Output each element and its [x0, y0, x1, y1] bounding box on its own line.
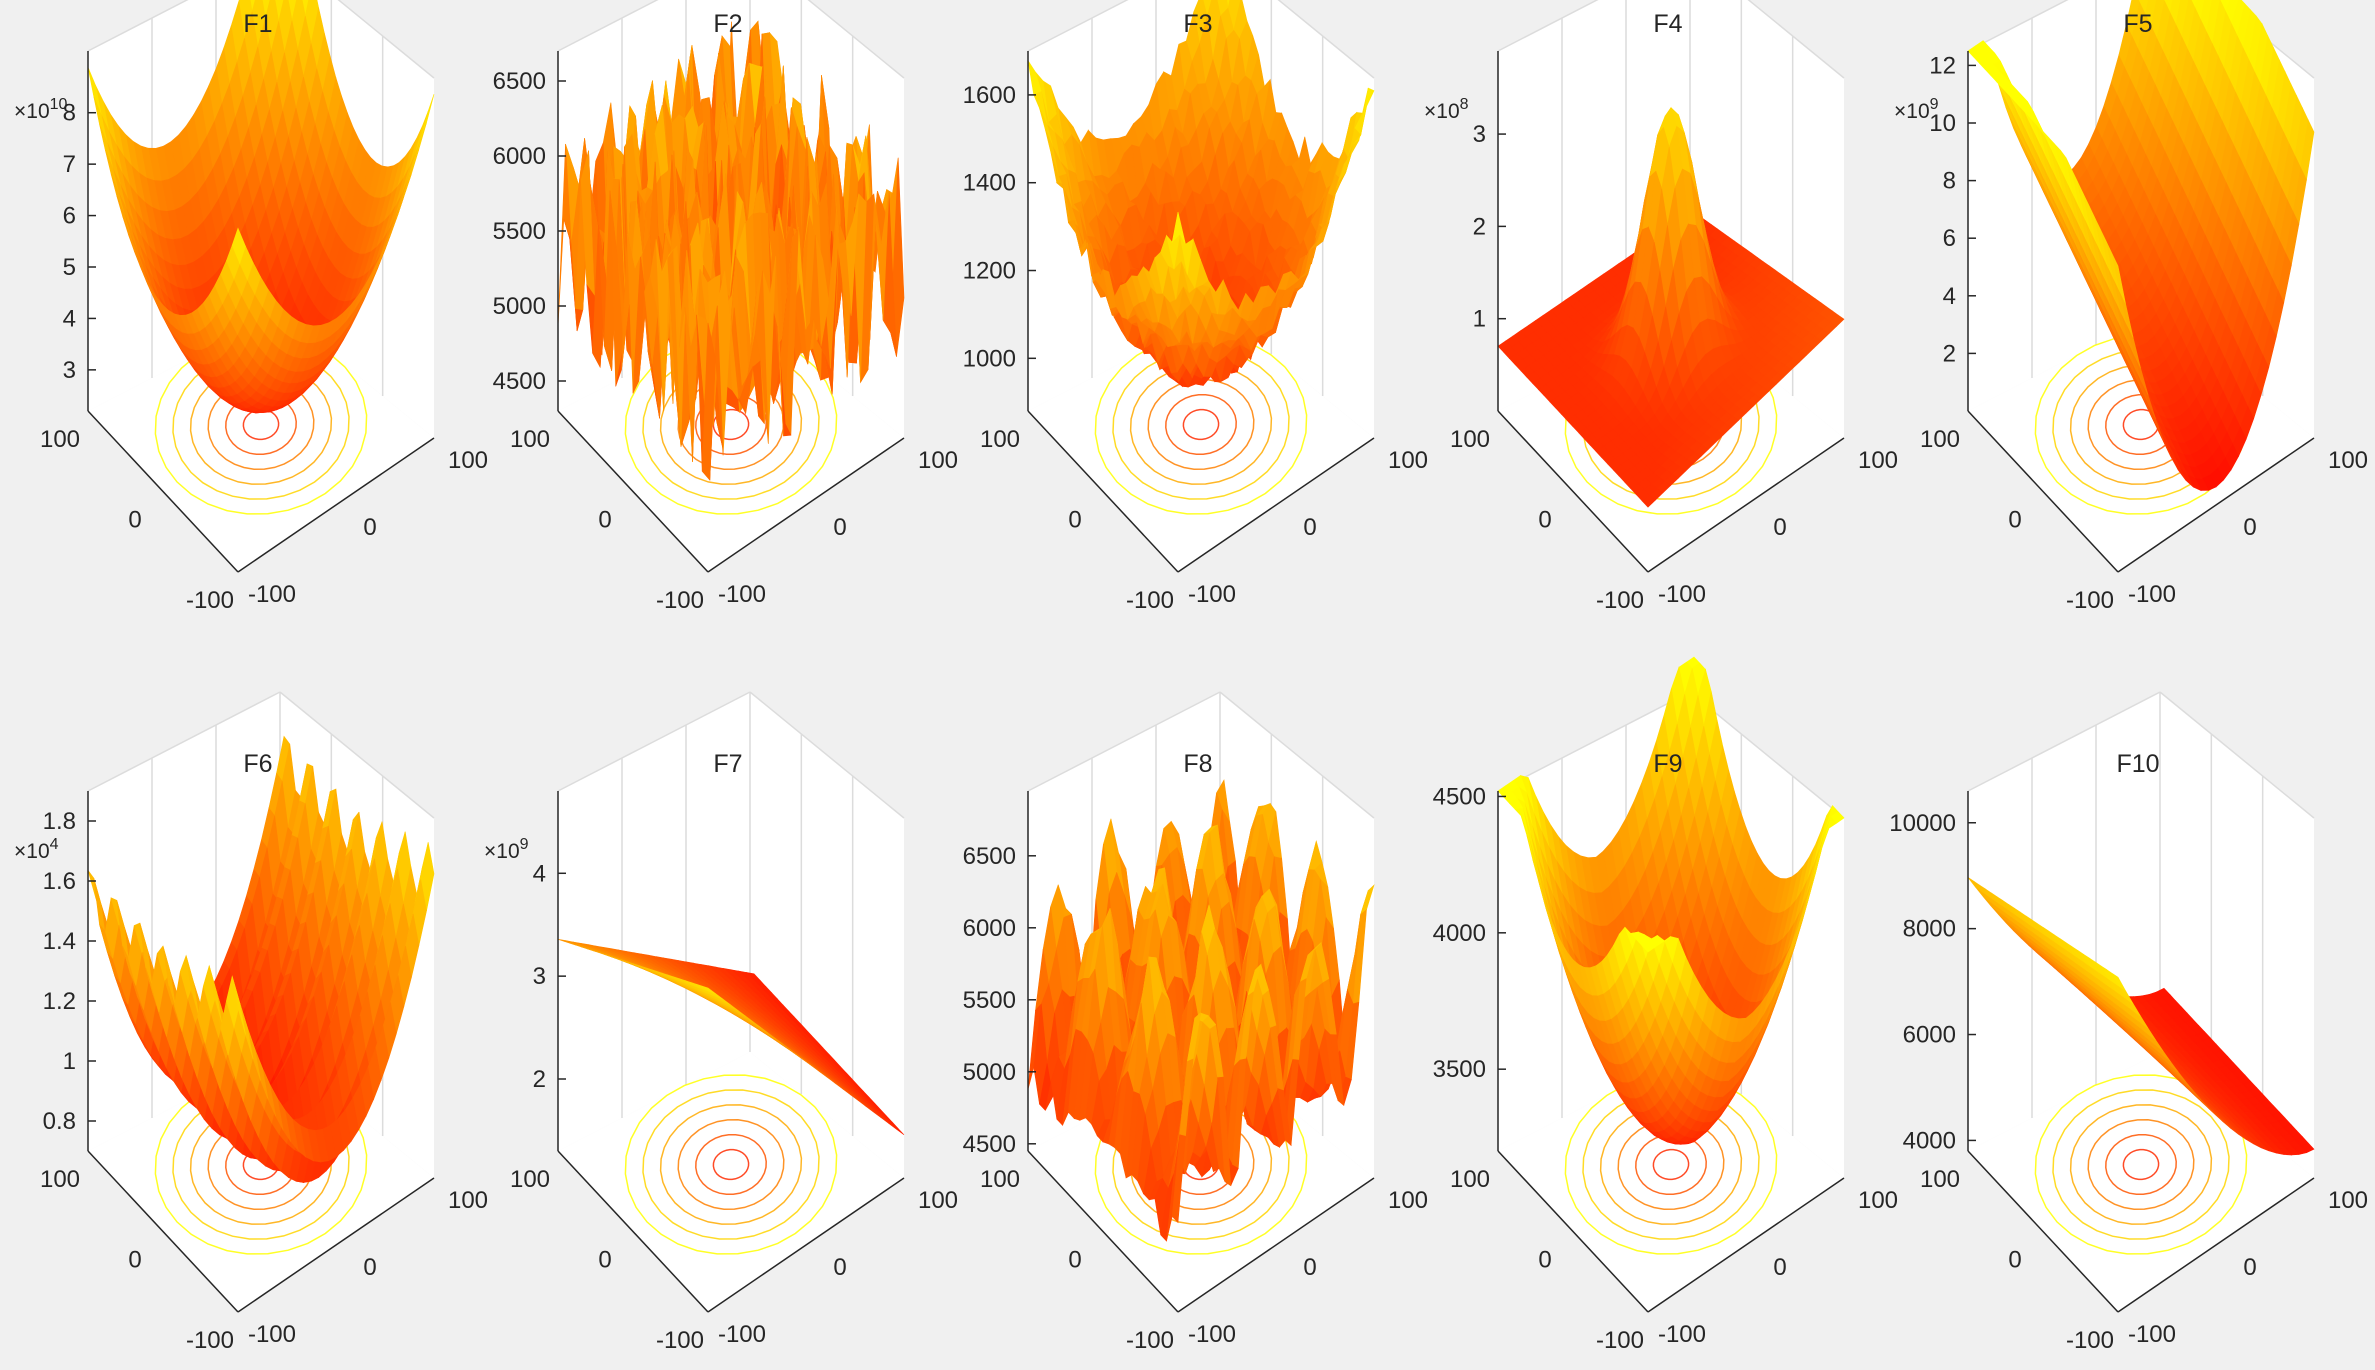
- x-tick-label: -100: [2128, 581, 2176, 608]
- y-tick-label: 0: [128, 507, 141, 534]
- chart-title: F6: [243, 750, 272, 778]
- z-tick-label: 4: [1943, 283, 1956, 310]
- y-tick-label: -100: [2066, 587, 2114, 614]
- z-tick-label: 1.6: [43, 868, 76, 895]
- y-tick-label: 0: [598, 507, 611, 534]
- x-tick-label: 100: [448, 1187, 488, 1214]
- z-tick-label: 1: [1473, 306, 1486, 333]
- x-tick-label: -100: [718, 581, 766, 608]
- z-tick-label: 3: [533, 963, 546, 990]
- z-tick-label: 5000: [493, 293, 546, 320]
- z-tick-label: 0.8: [43, 1108, 76, 1135]
- x-tick-label: 0: [1773, 514, 1786, 541]
- z-exponent-label: ×104: [14, 836, 59, 863]
- x-tick-label: -100: [718, 1321, 766, 1348]
- z-exponent-label: ×108: [1424, 96, 1469, 123]
- z-tick-label: 6: [1943, 225, 1956, 252]
- x-tick-label: 0: [1303, 514, 1316, 541]
- z-tick-label: 8: [63, 100, 76, 127]
- z-tick-label: 5: [63, 254, 76, 281]
- surface-panel-f2: F2 4500 5000 5500 6000 6500 -100 0 100 -100 0 100: [493, 0, 958, 614]
- y-tick-label: 100: [510, 426, 550, 453]
- y-tick-label: 0: [128, 1247, 141, 1274]
- y-tick-label: 0: [1068, 507, 1081, 534]
- z-tick-label: 8: [1943, 168, 1956, 195]
- z-tick-label: 1.4: [43, 928, 76, 955]
- y-tick-label: 100: [1920, 426, 1960, 453]
- chart-title: F4: [1653, 10, 1682, 38]
- x-tick-label: 0: [2243, 514, 2256, 541]
- x-tick-label: -100: [248, 581, 296, 608]
- z-tick-label: 1600: [963, 82, 1016, 109]
- z-tick-label: 12: [1929, 52, 1956, 79]
- z-tick-label: 1: [63, 1048, 76, 1075]
- z-tick-label: 3: [1473, 121, 1486, 148]
- y-tick-label: 0: [1538, 507, 1551, 534]
- chart-title: F1: [243, 10, 272, 38]
- x-tick-label: 0: [833, 1254, 846, 1281]
- z-tick-label: 6000: [493, 143, 546, 170]
- surface-panel-f3: F3 1000 1200 1400 1600 -100 0 100 -100 0 100: [963, 0, 1428, 614]
- y-tick-label: 100: [40, 426, 80, 453]
- y-tick-label: -100: [656, 1327, 704, 1354]
- x-tick-label: 100: [2328, 447, 2368, 474]
- x-tick-label: 100: [1858, 447, 1898, 474]
- z-tick-label: 2: [1943, 340, 1956, 367]
- z-tick-label: 7: [63, 151, 76, 178]
- y-tick-label: -100: [186, 587, 234, 614]
- x-tick-label: 100: [1388, 447, 1428, 474]
- z-exponent-label: ×1010: [14, 96, 68, 123]
- z-tick-label: 10: [1929, 110, 1956, 137]
- surface-panel-f6: F6 ×104 0.8 1 1.2 1.4 1.6 1.8 -100 0 100 -100 0 100: [14, 692, 488, 1354]
- surface-panel-f4: F4 ×108 1 2 3 -100 0 100 -100 0 100: [1424, 0, 1898, 614]
- y-tick-label: -100: [656, 587, 704, 614]
- chart-title: F3: [1183, 10, 1212, 38]
- z-tick-label: 4: [63, 305, 76, 332]
- y-tick-label: 100: [40, 1166, 80, 1193]
- z-tick-label: 1400: [963, 170, 1016, 197]
- z-tick-label: 1200: [963, 258, 1016, 285]
- x-tick-label: 0: [363, 1254, 376, 1281]
- z-tick-label: 4500: [493, 368, 546, 395]
- y-tick-label: 0: [598, 1247, 611, 1274]
- x-tick-label: -100: [248, 1321, 296, 1348]
- z-tick-label: 5500: [493, 218, 546, 245]
- z-tick-label: 1.2: [43, 988, 76, 1015]
- z-tick-label: 2: [533, 1066, 546, 1093]
- z-tick-label: 4: [533, 860, 546, 887]
- chart-title: F7: [713, 750, 742, 778]
- z-tick-label: 1.8: [43, 808, 76, 835]
- z-tick-label: 6: [63, 203, 76, 230]
- y-tick-label: -100: [1126, 587, 1174, 614]
- y-tick-label: 100: [980, 426, 1020, 453]
- x-tick-label: 100: [448, 447, 488, 474]
- surface-panel-f1: F1 ×1010 3 4 5 6 7 8 -100 0 100 -100 0 100: [14, 0, 488, 614]
- x-tick-label: 0: [363, 514, 376, 541]
- x-tick-label: -100: [1188, 581, 1236, 608]
- y-tick-label: -100: [186, 1327, 234, 1354]
- x-tick-label: 100: [918, 447, 958, 474]
- chart-title: F5: [2123, 10, 2152, 38]
- z-tick-label: 3: [63, 357, 76, 384]
- y-tick-label: -100: [1596, 587, 1644, 614]
- x-tick-label: -100: [1658, 581, 1706, 608]
- y-tick-label: 0: [2008, 507, 2021, 534]
- chart-title: F2: [713, 10, 742, 38]
- z-tick-label: 1000: [963, 345, 1016, 372]
- z-exponent-label: ×109: [484, 836, 529, 863]
- x-tick-label: 0: [833, 514, 846, 541]
- z-tick-label: 2: [1473, 213, 1486, 240]
- y-tick-label: 100: [510, 1166, 550, 1193]
- y-tick-label: 100: [1450, 426, 1490, 453]
- z-tick-label: 6500: [493, 68, 546, 95]
